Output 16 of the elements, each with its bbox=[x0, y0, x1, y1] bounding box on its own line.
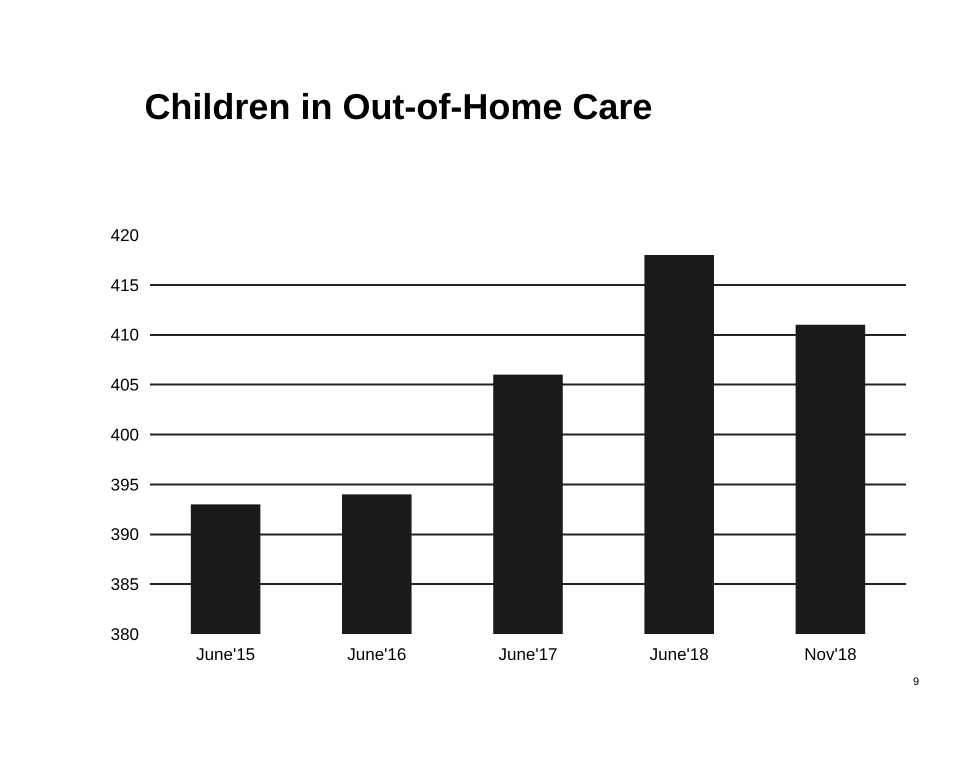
x-tick-label: Nov'18 bbox=[804, 645, 857, 664]
y-tick-label: 405 bbox=[110, 376, 139, 395]
y-tick-label: 390 bbox=[110, 525, 139, 544]
x-tick-label: June'17 bbox=[498, 645, 558, 664]
y-tick-label: 385 bbox=[110, 575, 139, 594]
y-tick-label: 400 bbox=[110, 425, 139, 444]
y-tick-label: 410 bbox=[110, 326, 139, 345]
x-tick-label: June'18 bbox=[650, 645, 709, 664]
y-tick-label: 420 bbox=[110, 226, 139, 245]
text: 9 bbox=[913, 676, 920, 688]
y-tick-label: 415 bbox=[110, 276, 139, 295]
y-tick-label: 395 bbox=[110, 475, 139, 494]
x-tick-label: June'15 bbox=[196, 645, 256, 664]
x-tick-label: June'16 bbox=[347, 645, 406, 664]
y-tick-label: 380 bbox=[110, 624, 139, 644]
chart-title: Children in Out-of-Home Care bbox=[144, 86, 652, 127]
